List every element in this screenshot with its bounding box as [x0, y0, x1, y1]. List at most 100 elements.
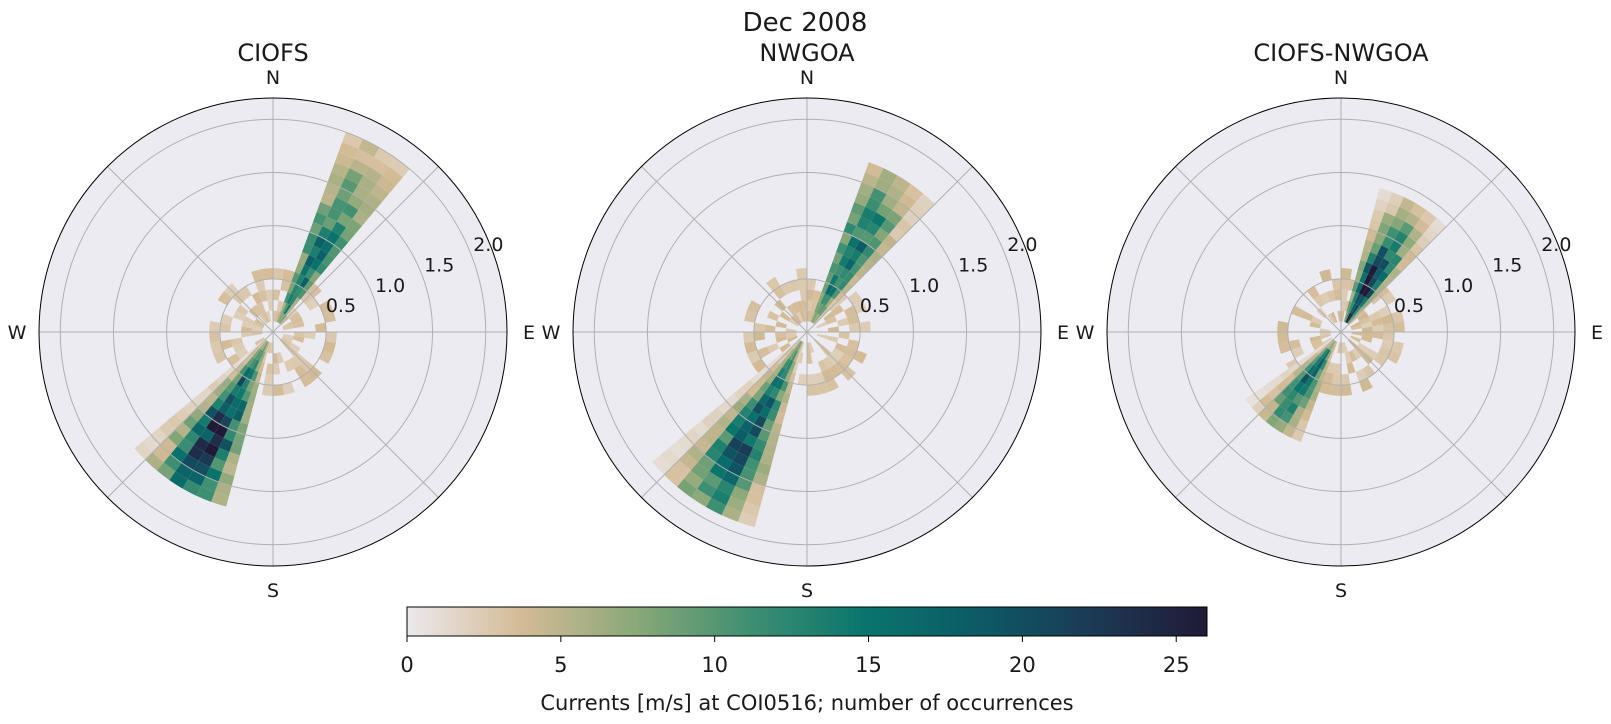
bin-cell	[1367, 276, 1378, 289]
bin-cell	[288, 295, 298, 306]
bin-cell	[1330, 341, 1337, 352]
bin-cell	[1361, 299, 1372, 310]
bin-cell	[824, 283, 834, 296]
bin-cell	[305, 232, 318, 246]
bin-cell	[1310, 366, 1320, 379]
bin-cell	[848, 274, 860, 287]
bin-cell	[860, 230, 875, 245]
polar-outline	[1106, 97, 1576, 567]
bin-cell	[881, 193, 899, 211]
bin-cell	[251, 269, 264, 283]
bin-cell	[1303, 362, 1314, 373]
bin-cell	[236, 421, 249, 435]
bin-cell	[745, 410, 760, 425]
bin-cell	[235, 362, 246, 373]
bin-cell	[753, 322, 766, 332]
bin-cell	[1359, 272, 1368, 284]
bin-cell	[834, 342, 847, 354]
bin-cell	[218, 471, 235, 487]
bin-cell	[1371, 279, 1383, 292]
bin-cell	[358, 201, 376, 218]
bin-cell	[321, 253, 335, 267]
bin-cell	[812, 290, 822, 303]
bin-cell	[290, 283, 300, 296]
bin-cell	[782, 345, 792, 355]
bin-cell	[785, 328, 797, 332]
bin-cell	[261, 384, 273, 396]
radial-tick-label: 1.5	[958, 254, 988, 276]
angular-gridline	[1175, 331, 1342, 498]
bin-cell	[743, 433, 758, 448]
bin-cell	[759, 380, 771, 393]
bin-cell	[313, 235, 327, 250]
bin-cell	[227, 369, 239, 381]
bin-cell	[775, 389, 786, 402]
bin-cell	[847, 235, 861, 250]
bin-cell	[305, 297, 320, 311]
bin-cell	[854, 239, 869, 254]
bin-cell	[839, 232, 852, 246]
bin-cell	[1322, 349, 1331, 360]
colorbar-ticks: 0 5 10 15 20 25	[400, 636, 1190, 677]
bin-cell	[721, 445, 738, 461]
bin-cell	[1394, 230, 1409, 245]
bin-cell	[774, 352, 785, 363]
bin-cell	[297, 288, 308, 300]
bin-cell	[260, 340, 268, 351]
bin-cell	[1292, 366, 1304, 378]
bin-cell	[1351, 304, 1360, 315]
bin-cell	[1349, 303, 1357, 314]
bin-cell	[1360, 335, 1373, 343]
bin-cell	[246, 380, 255, 392]
bin-cell	[1326, 290, 1336, 303]
bin-cell	[1299, 372, 1311, 385]
bin-cell	[368, 156, 389, 176]
bin-cell	[1358, 283, 1368, 296]
bin-cell	[376, 175, 397, 194]
bin-cell	[793, 340, 801, 350]
bin-cell	[787, 335, 798, 343]
bin-cell	[788, 371, 796, 384]
radial-tick-label: 1.5	[1492, 254, 1522, 276]
bin-cell	[374, 147, 396, 167]
bin-cell	[1387, 350, 1401, 364]
bin-cell	[1347, 314, 1355, 324]
bin-cell	[317, 225, 332, 240]
bin-cell	[823, 311, 835, 322]
bin-cell	[254, 337, 265, 346]
bin-cell	[810, 300, 818, 313]
bin-cell	[825, 297, 835, 308]
bin-cell	[288, 356, 301, 369]
bin-cell	[730, 486, 749, 502]
bin-cell	[793, 351, 800, 362]
bin-cell	[319, 350, 333, 364]
colorbar-tick-label-3: 15	[855, 653, 882, 677]
bin-cell	[1395, 258, 1409, 272]
bin-cell	[739, 392, 753, 406]
bin-cell	[1341, 342, 1345, 354]
bin-cell	[1355, 282, 1364, 294]
bin-cell	[1393, 320, 1405, 332]
bin-cell	[1376, 188, 1392, 203]
bin-cell	[741, 379, 755, 393]
colorbar: 0 5 10 15 20 25 Currents [m/s] at COI0516; nu…	[400, 606, 1208, 715]
bin-cell	[262, 312, 270, 323]
bin-cell	[207, 379, 221, 393]
bin-cell	[267, 300, 273, 312]
bin-cell	[1350, 321, 1361, 329]
colorbar-gradient	[406, 606, 1208, 637]
bin-cell	[322, 310, 336, 323]
bin-cell	[703, 471, 722, 489]
angular-gridline	[272, 166, 439, 333]
bin-cell	[747, 350, 761, 364]
bin-cell	[853, 300, 867, 314]
bin-cell	[219, 322, 232, 332]
bin-cell	[1309, 378, 1319, 390]
bin-cell	[282, 324, 294, 331]
panel-title: CIOFS	[237, 39, 308, 67]
bin-cell	[1357, 311, 1369, 322]
bin-cell	[758, 392, 770, 406]
bin-cell	[752, 401, 765, 415]
bin-cell	[759, 405, 772, 419]
